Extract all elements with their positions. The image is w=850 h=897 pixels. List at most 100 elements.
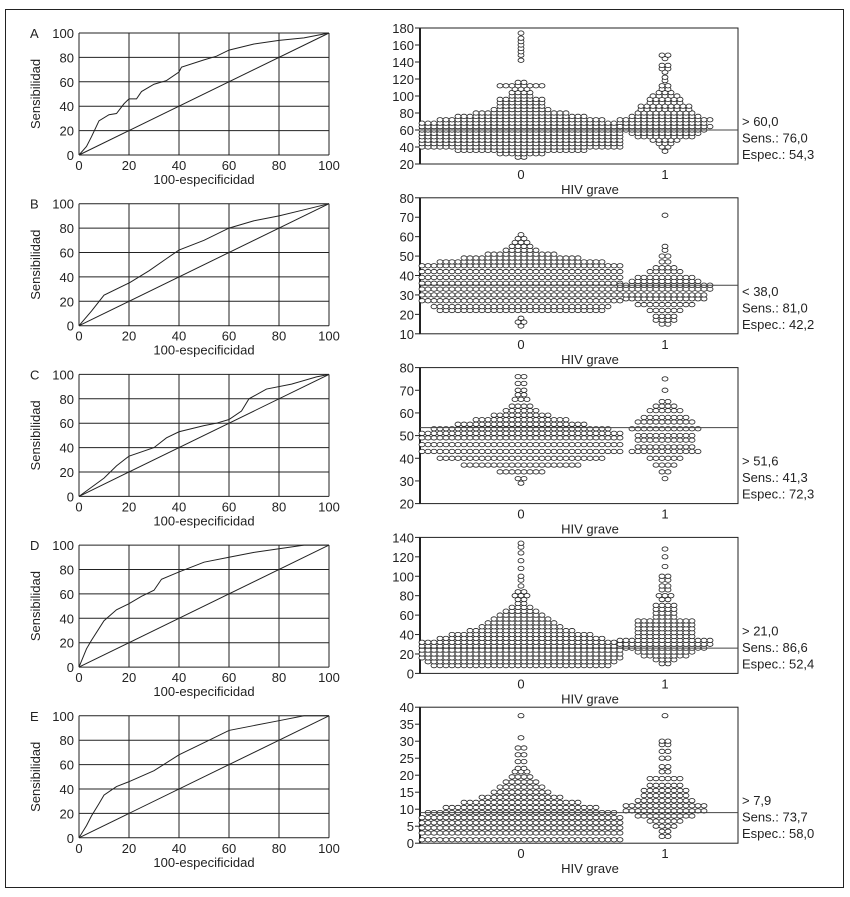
data-point (544, 799, 552, 806)
data-point (472, 825, 480, 831)
dot-y-tick-label: 30 (400, 288, 414, 303)
data-point (436, 117, 444, 123)
data-point (520, 79, 528, 86)
data-point (514, 392, 522, 398)
data-point (550, 799, 558, 806)
figure-border (5, 9, 844, 888)
roc-x-tick-label: 20 (122, 670, 136, 685)
data-point (562, 448, 570, 455)
data-point (424, 292, 432, 298)
data-point (616, 837, 624, 843)
data-point (598, 292, 606, 298)
data-point (517, 573, 525, 579)
data-point (616, 435, 624, 441)
data-point (520, 789, 528, 795)
data-point (694, 803, 702, 809)
data-point (520, 236, 528, 242)
data-point (508, 298, 516, 304)
data-point (520, 292, 528, 298)
data-point (484, 462, 492, 468)
data-point (610, 825, 618, 831)
data-point (658, 455, 666, 461)
data-point (508, 412, 516, 418)
data-point (466, 455, 474, 461)
data-point (484, 837, 492, 843)
data-point (448, 448, 456, 455)
data-point (517, 480, 525, 486)
data-point (586, 825, 594, 831)
data-point (664, 52, 672, 58)
data-point (538, 83, 546, 89)
roc-y-tick-label: 80 (60, 221, 74, 236)
data-point (670, 419, 678, 425)
data-point (550, 435, 558, 441)
data-point (448, 442, 456, 448)
data-point (520, 820, 528, 826)
data-point (664, 813, 672, 819)
data-point (610, 837, 618, 843)
data-point (604, 442, 612, 448)
data-point (436, 455, 444, 461)
data-point (688, 432, 696, 439)
data-point (442, 837, 450, 843)
data-point (544, 825, 552, 831)
data-point (424, 263, 432, 269)
data-point (652, 419, 660, 425)
data-point (556, 448, 564, 455)
data-point (430, 825, 438, 831)
data-point (544, 815, 552, 821)
data-point (514, 387, 522, 393)
roc-x-tick-label: 20 (122, 158, 136, 173)
data-point (472, 255, 480, 261)
data-point (490, 789, 498, 795)
data-point (580, 837, 588, 843)
data-point (496, 417, 504, 423)
data-point (556, 794, 564, 800)
data-point (454, 448, 462, 455)
data-point (598, 815, 606, 821)
data-point (520, 476, 528, 482)
data-point (430, 820, 438, 826)
data-point (670, 265, 678, 271)
data-point (658, 818, 666, 824)
data-point (562, 298, 570, 304)
data-point (700, 292, 708, 298)
data-point (538, 469, 546, 475)
data-point (658, 414, 666, 421)
data-point (646, 419, 654, 425)
roc-x-tick-label: 100 (318, 158, 340, 173)
data-point (556, 804, 564, 811)
data-point (592, 448, 600, 455)
data-point (514, 408, 522, 414)
data-point (568, 269, 576, 275)
data-point (508, 292, 516, 298)
data-point (550, 251, 558, 257)
data-point (442, 274, 450, 281)
data-point (520, 752, 528, 758)
data-point (538, 455, 546, 461)
data-point (664, 419, 672, 425)
data-point (526, 830, 534, 836)
data-point (502, 430, 510, 436)
dot-y-tick-label: 10 (400, 327, 414, 342)
data-point (442, 430, 450, 436)
data-point (430, 442, 438, 448)
data-point (496, 292, 504, 298)
data-point (550, 274, 558, 281)
data-point (496, 448, 504, 455)
data-point (478, 269, 486, 275)
data-point (658, 787, 666, 794)
data-point (562, 455, 570, 461)
data-point (442, 117, 450, 123)
roc-reference-diagonal (78, 544, 330, 668)
data-point (670, 448, 678, 455)
data-point (646, 269, 654, 275)
panel-letter: A (30, 26, 39, 41)
data-point (436, 837, 444, 843)
data-point (436, 269, 444, 275)
data-point (520, 417, 528, 423)
data-point (646, 432, 654, 439)
data-point (550, 442, 558, 448)
data-point (592, 804, 600, 811)
data-point (472, 442, 480, 448)
